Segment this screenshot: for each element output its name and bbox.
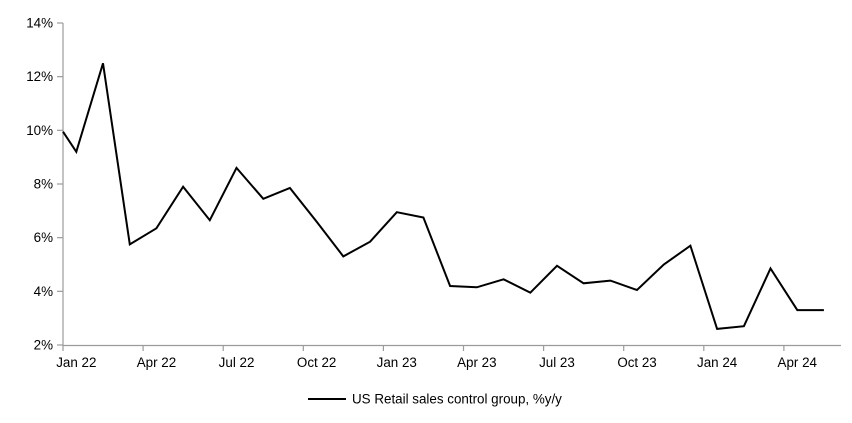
legend: US Retail sales control group, %y/y (308, 392, 562, 407)
x-axis-label-apr-22: Apr 22 (137, 355, 176, 370)
x-axis-label-jul-22: Jul 22 (219, 355, 255, 370)
legend-label: US Retail sales control group, %y/y (352, 392, 562, 407)
x-axis-label-jul-23: Jul 23 (539, 355, 575, 370)
x-axis-label-jan-23: Jan 23 (377, 355, 417, 370)
x-axis-labels: Jan 22 Apr 22 Jul 22 Oct 22 Jan 23 Apr 23 Jul … (56, 355, 817, 370)
x-axis-label-jan-22: Jan 22 (56, 355, 96, 370)
y-axis-label-14: 14% (26, 16, 53, 31)
y-axis-label-12: 12% (26, 69, 53, 84)
series-line-us-retail-control-group (62, 63, 824, 330)
x-axis-label-apr-23: Apr 23 (457, 355, 496, 370)
y-axis-label-4: 4% (34, 284, 53, 299)
y-axis-label-2: 2% (34, 338, 53, 353)
x-axis-label-jan-24: Jan 24 (697, 355, 738, 370)
y-axis-labels: 2% 4% 6% 8% 10% 12% 14% (26, 16, 53, 353)
x-axis-label-apr-24: Apr 24 (778, 355, 818, 370)
x-axis-label-oct-23: Oct 23 (617, 355, 656, 370)
y-axis-label-6: 6% (34, 230, 53, 245)
x-axis-ticks (62, 345, 785, 351)
y-axis-label-8: 8% (34, 177, 53, 192)
x-axis-label-oct-22: Oct 22 (297, 355, 336, 370)
y-axis-ticks (57, 22, 63, 346)
y-axis-label-10: 10% (26, 123, 53, 138)
